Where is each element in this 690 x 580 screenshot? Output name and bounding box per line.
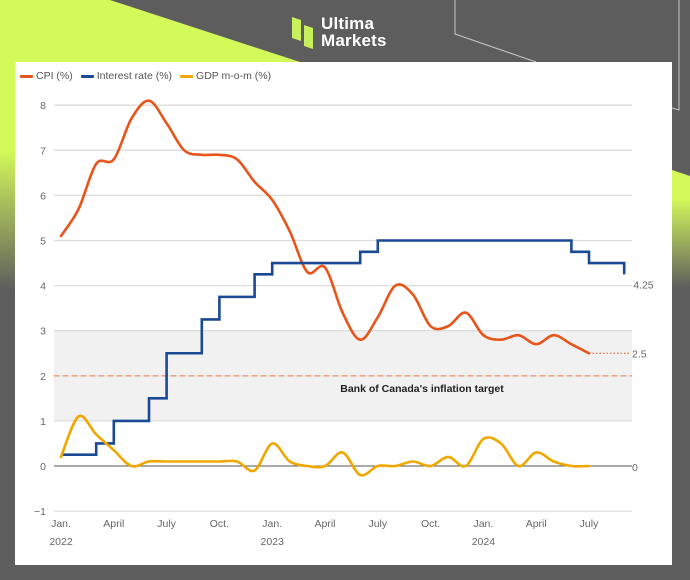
legend-label-gdp: GDP m-o-m (%)	[196, 70, 272, 82]
end-label-interest: 4.25	[633, 279, 654, 291]
brand-name-line2: Markets	[321, 31, 387, 50]
x-tick-label: July	[368, 518, 387, 530]
left-accent-fade	[0, 150, 15, 290]
y-tick-label: −1	[34, 506, 46, 518]
y-tick-label: 4	[40, 281, 46, 293]
chart-legend: CPI (%) Interest rate (%) GDP m-o-m (%)	[20, 70, 279, 82]
legend-item-cpi: CPI (%)	[20, 70, 73, 82]
inflation-target-label: Bank of Canada's inflation target	[340, 383, 504, 395]
logo-mark-icon	[292, 17, 313, 49]
x-tick-year: 2023	[261, 536, 285, 548]
accent-triangle	[0, 0, 300, 62]
right-accent	[672, 170, 690, 200]
y-tick-label: 5	[40, 236, 46, 248]
series-line-cpi	[59, 99, 591, 355]
y-tick-label: 3	[40, 326, 46, 338]
left-accent-strip	[0, 62, 15, 152]
series-line-interest	[61, 239, 626, 457]
x-tick-label: April	[526, 518, 547, 530]
x-tick-label: April	[314, 518, 335, 530]
outline-frame-right	[671, 0, 680, 111]
x-tick-label: Jan.	[262, 518, 282, 530]
x-tick-label: Jan.	[51, 518, 71, 530]
x-tick-label: Jan.	[473, 518, 493, 530]
outline-frame	[454, 0, 537, 63]
legend-swatch-cpi	[20, 74, 33, 78]
x-tick-year: 2022	[49, 536, 73, 548]
x-tick-label: Oct.	[210, 518, 229, 530]
x-tick-label: Oct.	[421, 518, 440, 530]
brand-name-line1: Ultima	[321, 14, 375, 33]
x-tick-label: July	[580, 518, 599, 530]
brand-logo: Ultima Markets	[292, 12, 387, 52]
right-accent-fade	[672, 198, 690, 288]
legend-label-cpi: CPI (%)	[36, 70, 73, 82]
x-tick-label: July	[157, 518, 176, 530]
legend-swatch-gdp	[180, 74, 194, 78]
y-tick-label: 1	[40, 416, 46, 428]
end-label-gdp: 0	[632, 462, 638, 474]
y-tick-label: 7	[40, 145, 46, 157]
x-tick-label: April	[103, 518, 124, 530]
y-tick-label: 8	[40, 100, 46, 112]
x-tick-year: 2024	[472, 536, 496, 548]
legend-label-interest: Interest rate (%)	[96, 70, 173, 82]
legend-swatch-interest	[80, 74, 94, 78]
end-label-cpi: 2.5	[632, 348, 647, 360]
y-tick-label: 2	[40, 371, 46, 383]
legend-item-gdp: GDP m-o-m (%)	[180, 70, 271, 82]
legend-item-interest: Interest rate (%)	[80, 70, 173, 82]
y-tick-label: 6	[40, 190, 46, 202]
y-tick-label: 0	[40, 461, 46, 473]
